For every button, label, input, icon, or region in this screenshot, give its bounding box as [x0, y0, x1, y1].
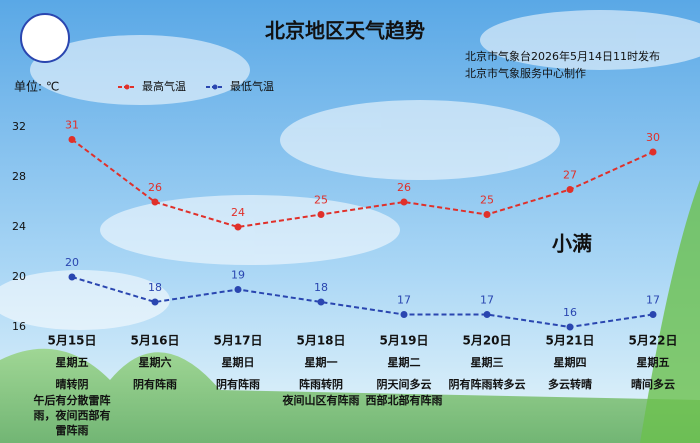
y-tick-label: 20	[12, 270, 26, 283]
x-tick-label: 5月19日	[379, 334, 428, 348]
data-label: 19	[231, 269, 245, 282]
weather-note: 午后有分散雷阵雨，夜间西部有雷阵雨	[33, 394, 111, 437]
clouds	[0, 10, 700, 330]
leaf	[640, 180, 700, 443]
legend-dot	[124, 84, 130, 90]
logo	[20, 13, 70, 63]
y-tick-label: 32	[12, 120, 26, 133]
data-label: 17	[646, 294, 660, 307]
weather-note: 西部北部有阵雨	[365, 394, 443, 407]
data-label: 16	[563, 306, 577, 319]
point	[566, 323, 574, 331]
weather: 晴间多云	[631, 377, 675, 391]
data-label: 26	[148, 181, 162, 194]
y-tick-label: 28	[12, 170, 26, 183]
grass	[0, 348, 700, 443]
weekday: 星期三	[471, 355, 504, 369]
subtitle: 北京市气象服务中心制作	[465, 66, 586, 80]
legend-label: 最高气温	[142, 79, 186, 93]
x-tick-label: 5月21日	[545, 334, 594, 348]
weather: 晴转阴	[56, 377, 89, 391]
data-label: 26	[397, 181, 411, 194]
data-label: 20	[65, 256, 79, 269]
weather: 阴有阵雨	[133, 377, 177, 391]
point	[483, 311, 491, 318]
point	[400, 198, 408, 206]
unit-label: 单位: ℃	[14, 79, 59, 94]
data-label: 30	[646, 131, 660, 144]
weather-note: 夜间山区有阵雨	[282, 394, 360, 407]
series-line	[71, 138, 654, 229]
data-label: 31	[65, 119, 79, 132]
data-label: 17	[397, 294, 411, 307]
x-tick-label: 5月22日	[628, 334, 677, 348]
weather: 阴有阵雨转多云	[449, 377, 526, 391]
subtitle: 北京市气象台2026年5月14日11时发布	[465, 49, 660, 63]
x-tick-label: 5月20日	[462, 334, 511, 348]
point	[317, 211, 325, 218]
chart-title: 北京地区天气趋势	[265, 19, 425, 43]
x-tick-label: 5月15日	[47, 334, 96, 348]
weather: 阵雨转阴	[299, 377, 343, 391]
weekday: 星期一	[305, 355, 338, 369]
y-tick-label: 16	[12, 320, 26, 333]
annotation: 小满	[552, 232, 592, 256]
point	[566, 186, 574, 193]
weather: 阴有阵雨	[216, 377, 260, 391]
point	[649, 311, 657, 318]
weather: 阴天间多云	[377, 377, 432, 391]
data-label: 24	[231, 206, 245, 219]
weekday: 星期五	[56, 355, 89, 369]
data-label: 18	[314, 281, 328, 294]
data-label: 25	[480, 194, 494, 207]
point	[483, 211, 491, 218]
weekday: 星期日	[222, 355, 255, 369]
weekday: 星期四	[554, 355, 587, 369]
point	[151, 198, 159, 206]
data-label: 17	[480, 294, 494, 307]
data-label: 25	[314, 194, 328, 207]
point	[400, 311, 408, 318]
x-tick-label: 5月18日	[296, 334, 345, 348]
weather: 多云转晴	[548, 377, 592, 391]
point	[68, 273, 76, 281]
point	[234, 286, 242, 293]
series-line	[71, 276, 654, 329]
point	[68, 136, 76, 143]
weekday: 星期二	[388, 355, 421, 369]
point	[317, 298, 325, 306]
data-label: 18	[148, 281, 162, 294]
x-tick-label: 5月17日	[213, 334, 262, 348]
y-tick-label: 24	[12, 220, 26, 233]
point	[151, 298, 159, 306]
point	[234, 223, 242, 231]
legend-dot	[212, 84, 218, 90]
point	[649, 148, 657, 156]
weekday: 星期五	[637, 355, 670, 369]
weekday: 星期六	[139, 355, 172, 369]
data-label: 27	[563, 169, 577, 182]
legend-label: 最低气温	[230, 79, 274, 93]
x-tick-label: 5月16日	[130, 334, 179, 348]
